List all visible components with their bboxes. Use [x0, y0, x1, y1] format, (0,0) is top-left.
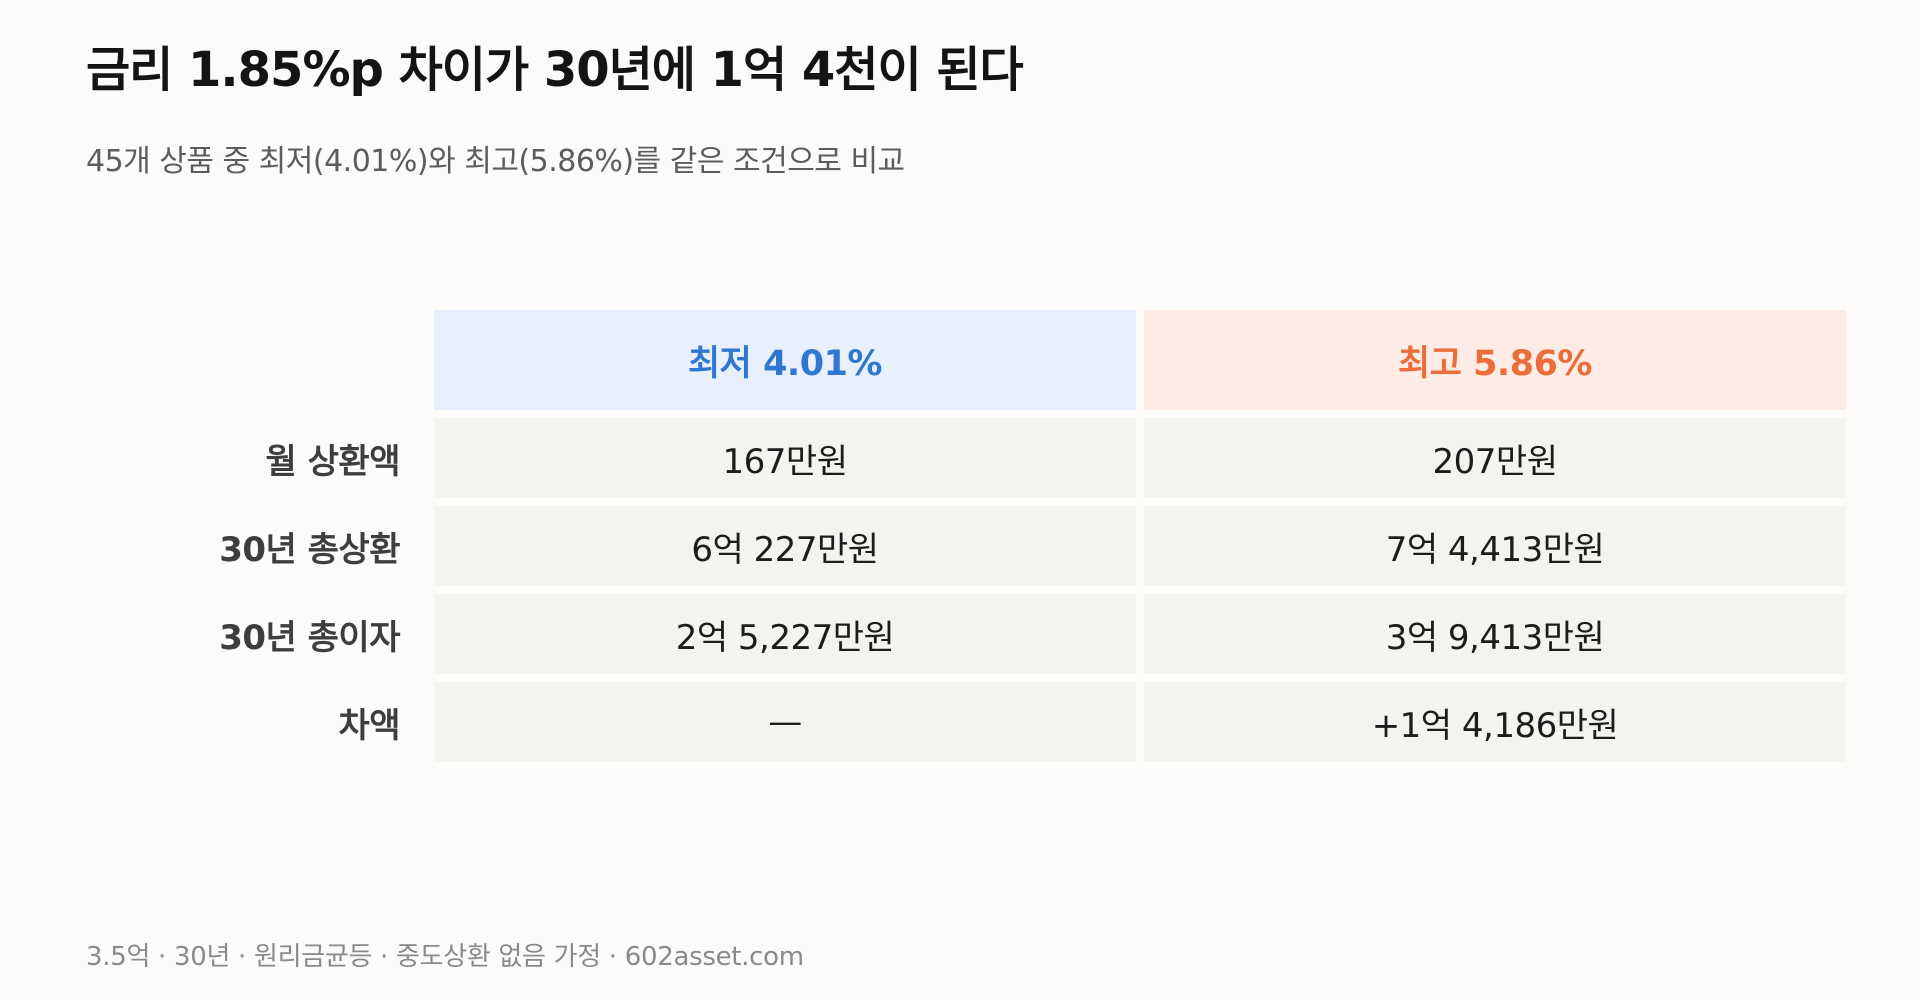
footnote: 3.5억 · 30년 · 원리금균등 · 중도상환 없음 가정 · 602ass…: [86, 942, 804, 972]
cell-total-interest-high: 3억 9,413만원: [1144, 594, 1846, 674]
comparison-table: 최저 4.01% 최고 5.86% 월 상환액 167만원 207만원 30년 …: [200, 310, 1846, 762]
cell-total-interest-low: 2억 5,227만원: [434, 594, 1136, 674]
row-label-monthly-payment: 월 상환액: [265, 441, 401, 482]
row-label-difference: 차액: [338, 705, 400, 746]
header-lowest-rate: 최저 4.01%: [434, 310, 1136, 410]
row-label-total-interest: 30년 총이자: [219, 617, 400, 658]
header-highest-rate: 최고 5.86%: [1144, 310, 1846, 410]
page-subtitle: 45개 상품 중 최저(4.01%)와 최고(5.86%)를 같은 조건으로 비…: [86, 144, 905, 179]
table-corner: [200, 310, 426, 410]
cell-difference-low: —: [434, 682, 1136, 762]
cell-monthly-payment-low: 167만원: [434, 418, 1136, 498]
page-title: 금리 1.85%p 차이가 30년에 1억 4천이 된다: [86, 42, 1024, 98]
cell-difference-high: +1억 4,186만원: [1144, 682, 1846, 762]
cell-total-repayment-low: 6억 227만원: [434, 506, 1136, 586]
cell-total-repayment-high: 7억 4,413만원: [1144, 506, 1846, 586]
cell-monthly-payment-high: 207만원: [1144, 418, 1846, 498]
row-label-total-repayment: 30년 총상환: [219, 529, 400, 570]
